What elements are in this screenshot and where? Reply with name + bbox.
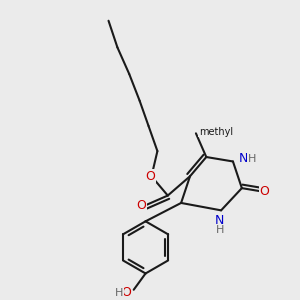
Text: O: O bbox=[259, 184, 269, 198]
Text: methyl: methyl bbox=[199, 127, 233, 137]
Text: O: O bbox=[136, 200, 146, 212]
Text: H: H bbox=[115, 288, 123, 298]
Text: O: O bbox=[146, 170, 155, 183]
Text: H: H bbox=[248, 154, 256, 164]
Text: O: O bbox=[122, 286, 131, 299]
Text: H: H bbox=[215, 225, 224, 235]
Text: N: N bbox=[215, 214, 224, 227]
Text: N: N bbox=[238, 152, 248, 165]
